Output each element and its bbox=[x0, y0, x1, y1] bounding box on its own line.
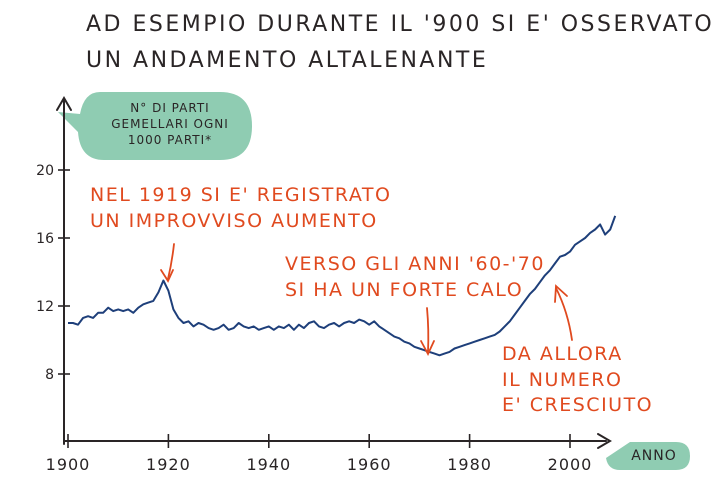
annotation-rise: DA ALLORA IL NUMERO E' CRESCIUTO bbox=[502, 342, 653, 419]
arrow-drop-70s-head bbox=[420, 340, 435, 357]
annotation-peak-1919: NEL 1919 SI E' REGISTRATO UN IMPROVVISO … bbox=[90, 183, 391, 234]
annotation-rise-line-3: E' CRESCIUTO bbox=[502, 394, 654, 417]
x-tick-label: 1920 bbox=[146, 455, 191, 474]
y-axis-label-bubble bbox=[58, 92, 252, 160]
y-axis-label-line-3: 1000 PARTI* bbox=[127, 133, 213, 148]
x-tick-label: 1980 bbox=[447, 455, 492, 474]
series-line bbox=[68, 215, 617, 357]
annotation-rise-line-1: DA ALLORA bbox=[502, 343, 623, 365]
x-tick-label: 1900 bbox=[46, 455, 91, 474]
annotation-drop-60s-70s: VERSO GLI ANNI '60-'70 SI HA UN FORTE CA… bbox=[285, 252, 545, 303]
annotation-drop-line-2: SI HA UN FORTE CALO bbox=[285, 278, 524, 301]
y-axis-label-line-1: N° DI PARTI bbox=[130, 101, 210, 115]
x-axis-arrow bbox=[597, 433, 612, 449]
annotation-rise-line-2: IL NUMERO bbox=[502, 368, 623, 391]
axes bbox=[56, 96, 612, 449]
x-axis-label-bubble bbox=[606, 442, 690, 470]
y-tick-label: 12 bbox=[36, 299, 54, 315]
x-tick-label: 1960 bbox=[347, 455, 392, 474]
y-axis-arrow bbox=[56, 96, 72, 111]
x-tick-label: 2000 bbox=[548, 455, 593, 474]
annotation-arrows bbox=[160, 243, 573, 357]
chart-title-line-2: UN ANDAMENTO ALTALENANTE bbox=[86, 48, 489, 73]
y-tick-label: 20 bbox=[36, 163, 54, 179]
annotation-peak-1919-line-2: UN IMPROVVISO AUMENTO bbox=[90, 209, 378, 232]
y-ticks: 8 12 16 20 bbox=[36, 163, 70, 383]
arrow-peak-1919-head bbox=[160, 269, 174, 283]
x-tick-label: 1940 bbox=[246, 455, 291, 474]
chart-title-line-1: AD ESEMPIO DURANTE IL '900 SI E' OSSERVA… bbox=[86, 12, 715, 37]
x-ticks: 1900 1920 1940 1960 1980 2000 bbox=[46, 434, 593, 474]
arrow-peak-1919 bbox=[167, 243, 175, 280]
annotation-drop-line-1: VERSO GLI ANNI '60-'70 bbox=[285, 253, 545, 275]
arrow-drop-70s bbox=[426, 307, 430, 353]
arrow-rise-head bbox=[554, 284, 568, 303]
arrow-rise bbox=[555, 287, 573, 341]
y-tick-label: 16 bbox=[36, 231, 54, 247]
y-tick-label: 8 bbox=[45, 367, 54, 383]
y-axis-label: N° DI PARTI GEMELLARI OGNI 1000 PARTI* bbox=[90, 100, 250, 149]
annotation-peak-1919-line-1: NEL 1919 SI E' REGISTRATO bbox=[90, 184, 392, 206]
x-axis-label: ANNO bbox=[631, 448, 677, 464]
y-axis-label-line-2: GEMELLARI OGNI bbox=[111, 117, 229, 132]
